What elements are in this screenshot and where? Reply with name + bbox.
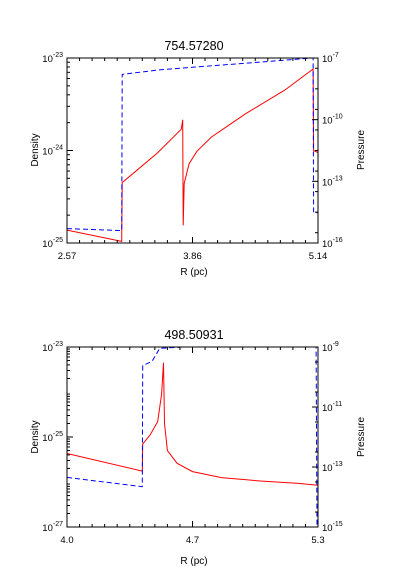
bottom-chart-density-line xyxy=(67,362,318,486)
bottom-chart-x-axis-label: R (pc) xyxy=(180,556,207,567)
bottom-chart-left-tick-label: 10-25 xyxy=(42,431,63,444)
top-chart-plot-frame xyxy=(66,57,319,244)
top-chart-right-tick-label: 10-13 xyxy=(322,175,343,188)
bottom-chart-left-tick-label: 10-27 xyxy=(42,521,63,534)
bottom-chart-right-tick-label: 10-9 xyxy=(322,341,339,354)
top-chart-right-tick-label: 10-7 xyxy=(322,52,339,65)
bottom-chart-x-tick-label: 4.7 xyxy=(186,535,199,546)
bottom-chart-pressure-line xyxy=(67,347,318,527)
top-chart-right-axis-label: Pressure xyxy=(356,130,367,170)
bottom-chart-right-tick-label: 10-15 xyxy=(322,521,343,534)
bottom-chart-right-axis-label: Pressure xyxy=(356,417,367,457)
top-chart-panel: 754.57280 R (pc) Density Pressure 2.57 3.… xyxy=(30,39,367,278)
bottom-chart-title: 498.50931 xyxy=(164,328,223,342)
top-chart-x-tick-label: 3.86 xyxy=(183,251,202,262)
bottom-chart-left-tick-label: 10-23 xyxy=(42,341,63,354)
top-chart-density-line xyxy=(67,68,318,243)
top-chart-pressure-line xyxy=(67,58,318,232)
top-chart-right-tick-label: 10-10 xyxy=(322,114,343,127)
top-chart-right-tick-label: 10-16 xyxy=(322,237,343,250)
bottom-chart-right-tick-label: 10-11 xyxy=(322,401,342,414)
top-chart-x-axis-label: R (pc) xyxy=(180,267,207,278)
top-chart-left-tick-label: 10-25 xyxy=(42,237,63,250)
bottom-chart-plot-frame xyxy=(66,346,319,528)
top-chart-x-tick-label: 5.14 xyxy=(309,251,328,262)
top-chart-left-tick-label: 10-23 xyxy=(42,52,63,65)
bottom-chart-panel: 498.50931 R (pc) Density Pressure 4.0 4.7… xyxy=(30,328,367,567)
bottom-chart-x-tick-label: 5.3 xyxy=(311,535,324,546)
top-chart-x-tick-label: 2.57 xyxy=(58,251,77,262)
top-chart-left-axis-label: Density xyxy=(30,133,41,166)
top-chart-title: 754.57280 xyxy=(164,39,223,53)
top-chart-left-tick-label: 10-24 xyxy=(42,145,63,158)
bottom-chart-left-axis-label: Density xyxy=(30,420,41,453)
bottom-chart-right-tick-label: 10-13 xyxy=(322,461,343,474)
bottom-chart-x-tick-label: 4.0 xyxy=(60,535,73,546)
